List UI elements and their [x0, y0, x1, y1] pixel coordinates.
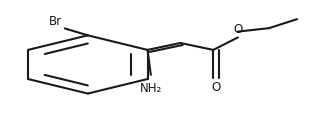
Text: O: O: [234, 23, 243, 36]
Text: NH₂: NH₂: [140, 82, 162, 95]
Text: O: O: [211, 81, 220, 94]
Text: Br: Br: [49, 15, 62, 28]
